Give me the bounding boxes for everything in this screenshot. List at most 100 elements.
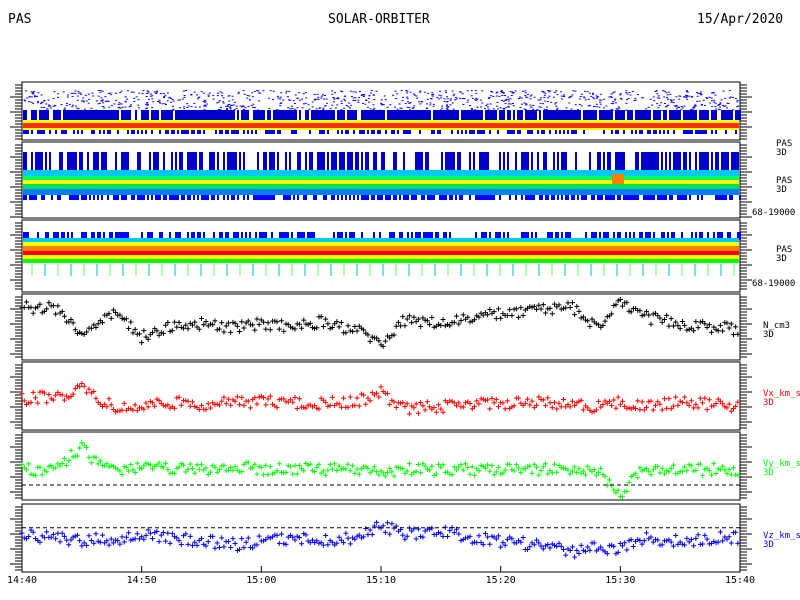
data-point	[136, 331, 142, 337]
spectrogram-dot	[336, 97, 339, 99]
spectrogram-dot	[529, 98, 532, 100]
data-point	[451, 464, 457, 470]
data-point	[59, 392, 65, 398]
spectrogram-cell	[201, 152, 203, 170]
data-point	[572, 554, 578, 560]
data-point	[387, 401, 393, 407]
spectrogram-cell	[219, 110, 221, 120]
spectrogram-cell	[341, 232, 343, 240]
spectrogram-dot	[599, 103, 602, 105]
spectrogram-cell	[431, 195, 433, 200]
data-point	[347, 394, 353, 400]
data-point	[456, 531, 462, 537]
spectrogram-cell	[695, 130, 697, 134]
data-point	[158, 532, 164, 538]
spectrogram-dot	[119, 107, 122, 109]
data-point	[119, 534, 125, 540]
spectrogram-dot	[120, 90, 123, 92]
data-point	[147, 332, 153, 338]
spectrogram-cell	[649, 110, 651, 120]
spectrogram-dot	[536, 109, 539, 111]
spectrogram-cell	[341, 130, 343, 134]
data-point	[329, 394, 335, 400]
data-point	[203, 318, 209, 324]
spectrogram-cell	[355, 152, 357, 170]
data-point	[267, 464, 273, 470]
spectrogram-dot	[282, 99, 285, 101]
spectrogram-dot	[354, 99, 357, 101]
data-point	[163, 322, 169, 328]
spectrogram-dot	[463, 98, 466, 100]
spectrogram-cell	[415, 110, 417, 120]
data-point	[301, 468, 307, 474]
spectrogram-cell	[455, 195, 457, 200]
spectrogram-dot	[697, 93, 700, 95]
spectrogram-cell	[403, 152, 405, 170]
data-point	[717, 467, 723, 473]
spectrogram-cell	[121, 152, 123, 170]
spectrogram-dot	[233, 101, 236, 103]
data-point	[28, 400, 34, 406]
spectrogram-dot	[423, 91, 426, 93]
spectrogram-cell	[431, 130, 433, 134]
spectrogram-dot	[251, 92, 254, 94]
spectrogram-dot	[492, 96, 495, 98]
spectrogram-dot	[691, 108, 694, 110]
spectrogram-cell	[465, 130, 467, 134]
data-point	[478, 462, 484, 468]
spectrogram-cell	[363, 110, 365, 120]
spectrogram-dot	[102, 102, 105, 104]
data-point	[552, 461, 558, 467]
data-point	[185, 398, 191, 404]
spectrogram-cell	[403, 130, 405, 134]
spectrogram-cell	[155, 195, 157, 200]
data-point	[735, 399, 741, 405]
data-point	[624, 488, 630, 494]
spectrogram-band	[23, 246, 739, 251]
data-point	[429, 463, 435, 469]
data-point	[176, 464, 182, 470]
spectrogram-dot	[649, 98, 652, 100]
spectrogram-cell	[489, 110, 491, 120]
data-point	[511, 403, 517, 409]
spectrogram-dot	[710, 97, 713, 99]
data-point	[713, 327, 719, 333]
data-point	[108, 402, 114, 408]
data-point	[216, 326, 222, 332]
spectrogram-cell	[339, 232, 341, 240]
spectrogram-cell	[235, 152, 237, 170]
spectrogram-dot	[33, 90, 36, 92]
spectrogram-dot	[172, 105, 175, 107]
spectrogram-dot	[331, 93, 334, 95]
data-point	[84, 329, 90, 335]
spectrogram-dot	[26, 97, 29, 99]
data-point	[285, 322, 291, 328]
spectrogram-cell	[81, 110, 83, 120]
spectrogram-cell	[235, 232, 237, 240]
data-point	[611, 397, 617, 403]
data-point	[596, 322, 602, 328]
spectrogram-cell	[31, 130, 33, 134]
spectrogram-dot	[315, 98, 318, 100]
spectrogram-cell	[609, 195, 611, 200]
spectrogram-cell	[715, 152, 717, 170]
spectrogram-dot	[571, 94, 574, 96]
spectrogram-cell	[111, 232, 113, 240]
spectrogram-dot	[656, 97, 659, 99]
spectrogram-dot	[228, 95, 231, 97]
data-point	[172, 471, 178, 477]
data-point	[261, 319, 267, 325]
data-point	[292, 463, 298, 469]
data-point	[365, 465, 371, 471]
spectrogram-cell	[385, 195, 387, 200]
spectrogram-cell	[217, 195, 219, 200]
data-point	[404, 401, 410, 407]
data-point	[288, 463, 294, 469]
data-point	[26, 533, 32, 539]
spectrogram-cell	[421, 110, 423, 120]
data-point	[673, 394, 679, 400]
data-point	[154, 528, 160, 534]
spectrogram-dot	[407, 101, 410, 103]
data-point	[165, 530, 171, 536]
data-point	[21, 398, 27, 404]
